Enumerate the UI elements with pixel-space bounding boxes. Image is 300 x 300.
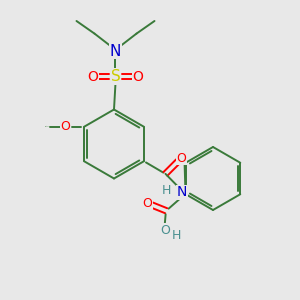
Text: O: O [176, 152, 186, 165]
Text: O: O [133, 70, 143, 83]
Text: H: H [162, 184, 171, 197]
Text: N: N [177, 185, 187, 200]
Text: O: O [143, 197, 153, 210]
Text: O: O [88, 70, 98, 83]
Text: O: O [160, 224, 170, 237]
Text: N: N [110, 44, 121, 59]
Text: S: S [111, 69, 120, 84]
Text: H: H [171, 229, 181, 242]
Text: O: O [61, 120, 70, 133]
Text: methoxy: methoxy [45, 126, 51, 128]
